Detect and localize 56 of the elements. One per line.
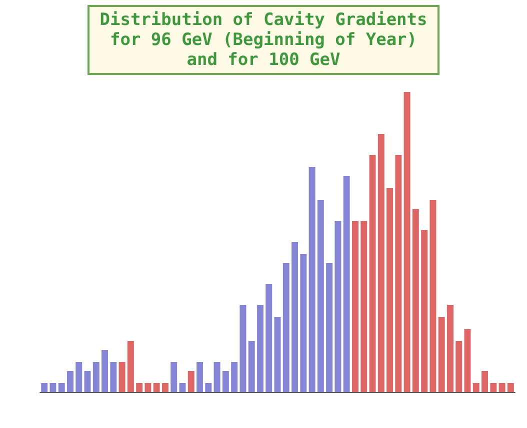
bar — [188, 371, 194, 392]
bar — [127, 341, 134, 392]
bar — [456, 341, 462, 392]
bar — [308, 167, 316, 392]
bar — [50, 383, 56, 392]
bar — [430, 200, 436, 392]
bar — [482, 371, 488, 392]
bar — [102, 350, 108, 392]
bar — [110, 362, 117, 392]
bar — [92, 362, 100, 392]
bar — [136, 383, 143, 392]
bar — [507, 383, 514, 392]
chart-title: Distribution of Cavity Gradients for 96 GeV (Beginning of Year) and for 100 GeV — [100, 10, 428, 70]
bar — [472, 383, 480, 392]
bar — [41, 383, 48, 392]
bar — [66, 371, 74, 392]
bar — [170, 362, 178, 392]
bar — [240, 305, 246, 392]
bar — [438, 317, 445, 392]
bar — [369, 155, 376, 392]
bar — [179, 383, 186, 392]
bar — [118, 362, 126, 392]
bar — [395, 155, 402, 392]
bar — [326, 263, 333, 392]
bar — [58, 383, 65, 392]
bar — [214, 362, 220, 392]
bar — [352, 221, 358, 392]
bar — [334, 221, 342, 392]
bar — [266, 284, 272, 392]
bar — [231, 362, 238, 392]
bar — [386, 188, 394, 392]
bar — [144, 383, 152, 392]
bar — [317, 200, 324, 392]
bar — [446, 305, 454, 392]
bar — [498, 383, 506, 392]
bar — [248, 341, 255, 392]
bar — [162, 383, 168, 392]
bar — [360, 221, 368, 392]
bar — [464, 329, 471, 392]
bar — [76, 362, 82, 392]
bar — [153, 383, 160, 392]
bar — [205, 383, 212, 392]
bar — [404, 92, 410, 392]
bar — [490, 383, 497, 392]
bar — [274, 317, 281, 392]
bar — [84, 371, 91, 392]
bar — [421, 230, 428, 392]
bar — [256, 305, 264, 392]
bar — [412, 209, 419, 392]
bar — [222, 371, 229, 392]
bar — [300, 254, 307, 392]
bar — [378, 134, 384, 392]
bar — [282, 263, 290, 392]
bar — [343, 176, 350, 392]
bar — [292, 242, 298, 392]
bar — [196, 362, 204, 392]
